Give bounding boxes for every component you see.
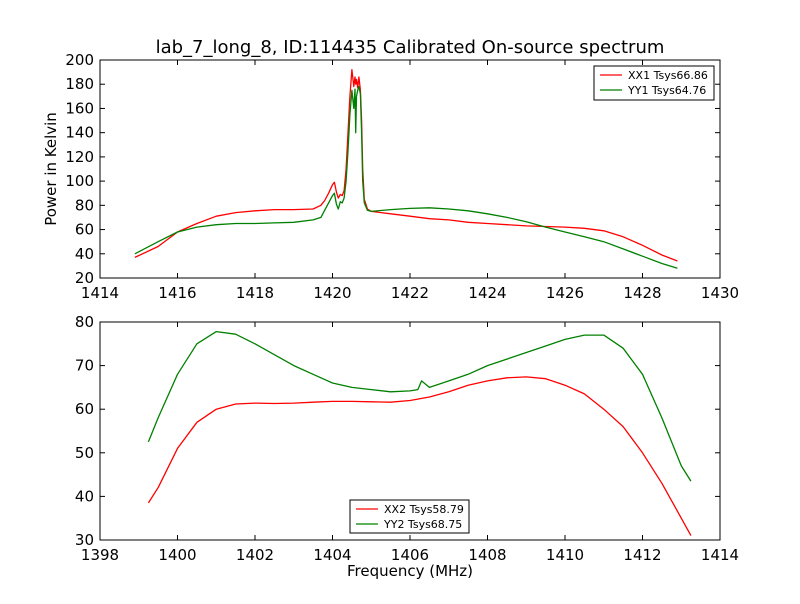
- x-tick-label: 1414: [701, 546, 739, 564]
- y-tick-label: 40: [75, 487, 94, 505]
- y-tick-label: 60: [75, 400, 94, 418]
- x-tick-label: 1430: [701, 284, 739, 302]
- y-tick-label: 80: [75, 313, 94, 331]
- series-line-2: [134, 85, 678, 269]
- legend-box: [593, 65, 715, 101]
- x-tick-label: 1402: [236, 546, 274, 564]
- x-tick-label: 1412: [623, 546, 661, 564]
- x-tick-label: 1404: [313, 546, 351, 564]
- x-tick-label: 1400: [158, 546, 196, 564]
- y-tick-label: 120: [65, 148, 94, 166]
- bottom-subplot: 1398 1400 1402 1404 1406 1408 1410 1412 1414 30 40…: [75, 313, 739, 564]
- x-tick-label: 1418: [236, 284, 274, 302]
- y-tick-label: 70: [75, 357, 94, 375]
- y-tick-label: 50: [75, 444, 94, 462]
- x-tick-label: 1414: [81, 284, 119, 302]
- series-line-1: [134, 69, 678, 262]
- y-tick-label: 20: [75, 269, 94, 287]
- top-subplot: 1414 1416 1418 1420 1422 1424 1426 1428 1430 20 40…: [42, 51, 739, 302]
- x-tick-label: 1420: [313, 284, 351, 302]
- x-tick-label: 1424: [468, 284, 506, 302]
- series-line-2: [147, 330, 692, 482]
- x-tick-label: 1398: [81, 546, 119, 564]
- x-tick-label: 1406: [391, 546, 429, 564]
- legend-label: YY2 Tsys68.75: [383, 518, 462, 531]
- y-tick-label: 30: [75, 531, 94, 549]
- legend-label: YY1 Tsys64.76: [627, 84, 706, 97]
- y-tick-label: 80: [75, 196, 94, 214]
- legend-label: XX2 Tsys58.79: [384, 503, 464, 516]
- x-tick-label: 1426: [546, 284, 584, 302]
- x-tick-label: 1408: [468, 546, 506, 564]
- y-tick-label: 200: [65, 51, 94, 69]
- x-tick-label: 1428: [623, 284, 661, 302]
- x-tick-label: 1410: [546, 546, 584, 564]
- chart-title: lab_7_long_8, ID:114435 Calibrated On-so…: [156, 37, 665, 58]
- x-tick-label: 1422: [391, 284, 429, 302]
- y-tick-label: 100: [65, 172, 94, 190]
- y-axis-label: Power in Kelvin: [42, 112, 60, 226]
- legend-label: XX1 Tsys66.86: [628, 69, 708, 82]
- y-tick-label: 180: [65, 75, 94, 93]
- y-tick-label: 60: [75, 221, 94, 239]
- x-tick-label: 1416: [158, 284, 196, 302]
- x-axis-label: Frequency (MHz): [347, 562, 473, 580]
- y-tick-label: 140: [65, 124, 94, 142]
- y-tick-label: 40: [75, 245, 94, 263]
- legend-box: [349, 499, 470, 534]
- y-tick-label: 160: [65, 99, 94, 117]
- series-line-1: [147, 376, 692, 536]
